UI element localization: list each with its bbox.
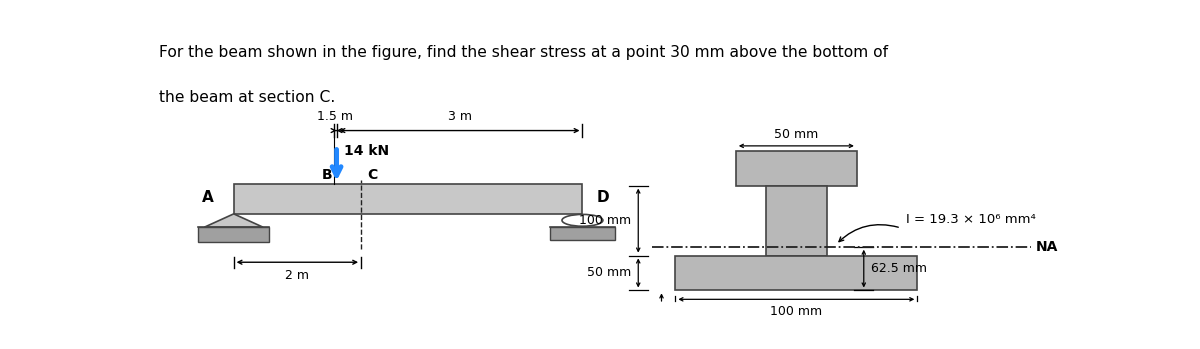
Text: 50 mm: 50 mm [774, 128, 818, 141]
Text: 1.5 m: 1.5 m [317, 110, 353, 123]
Bar [766, 186, 827, 255]
Text: 100 mm: 100 mm [578, 214, 631, 227]
Text: D: D [596, 190, 610, 205]
Bar [550, 227, 616, 240]
Bar [736, 151, 857, 186]
Text: 62.5 mm: 62.5 mm [871, 262, 928, 275]
Text: For the beam shown in the figure, find the shear stress at a point 30 mm above t: For the beam shown in the figure, find t… [160, 45, 888, 60]
Text: 50 mm: 50 mm [587, 267, 631, 280]
Bar [676, 255, 917, 290]
Text: the beam at section C.: the beam at section C. [160, 90, 336, 105]
Text: I = 19.3 × 10⁶ mm⁴: I = 19.3 × 10⁶ mm⁴ [906, 214, 1036, 227]
Bar [234, 184, 582, 214]
Bar [198, 227, 269, 242]
Text: 14 kN: 14 kN [344, 144, 389, 158]
Circle shape [562, 214, 602, 226]
Text: 3 m: 3 m [448, 110, 472, 123]
Text: C: C [367, 168, 378, 181]
Text: NA: NA [1036, 240, 1058, 254]
Text: B: B [322, 168, 332, 181]
Polygon shape [204, 214, 263, 227]
Text: 2 m: 2 m [286, 269, 310, 282]
Text: 100 mm: 100 mm [770, 305, 822, 318]
Text: A: A [202, 190, 214, 205]
